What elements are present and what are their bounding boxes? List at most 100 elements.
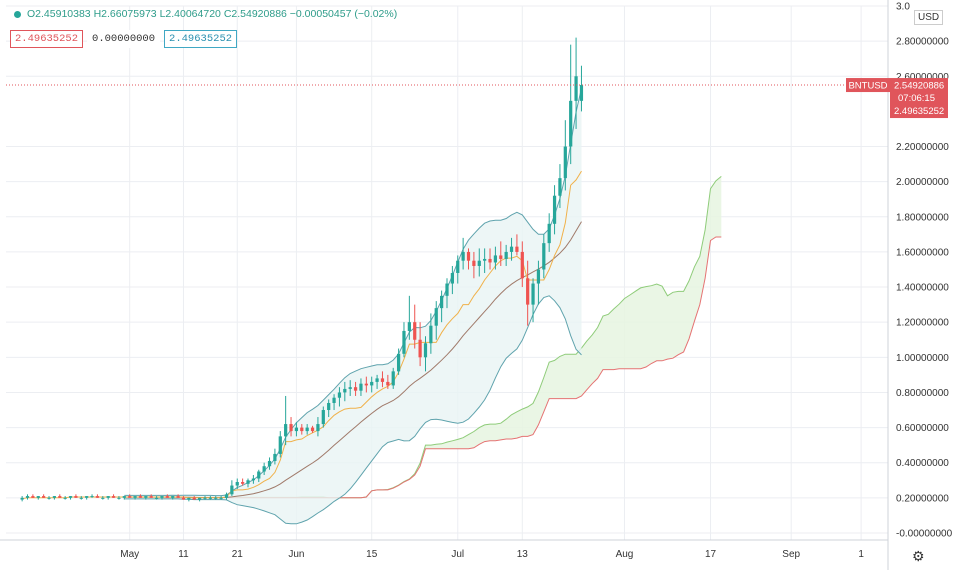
series-dot-icon	[14, 10, 21, 18]
candle-body	[42, 496, 46, 498]
candle-body	[144, 496, 148, 498]
time-tick-label: 11	[178, 549, 189, 560]
candle-body	[450, 273, 454, 284]
candle-body	[359, 383, 363, 391]
price-tick-label: 0.20000000	[896, 493, 949, 504]
candle-body	[165, 496, 169, 498]
candle-body	[154, 497, 159, 499]
candle-body	[273, 453, 277, 461]
candle-body	[128, 496, 132, 498]
price-tick-label: 1.80000000	[896, 212, 949, 223]
candle-body	[31, 496, 35, 498]
candle-body	[257, 471, 261, 479]
gear-icon[interactable]: ⚙	[912, 548, 925, 564]
candle-body	[219, 497, 223, 499]
candle-body	[477, 260, 481, 266]
bollinger-upper-line	[124, 88, 582, 497]
candle-body	[343, 388, 347, 393]
candle-body	[348, 387, 352, 389]
price-tag-value: 2.54920886	[894, 81, 944, 92]
price-tick-label: 0.80000000	[896, 388, 949, 399]
candle-body	[440, 295, 444, 309]
candle-body	[106, 496, 110, 498]
time-tick-label: 17	[705, 549, 717, 560]
legend-high: H2.66075973	[93, 8, 157, 20]
legend-change: −0.00050457 (−0.02%)	[289, 8, 398, 20]
candle-body	[160, 496, 164, 498]
indicator-value-1: 2.49635252	[10, 30, 84, 48]
ohlc-legend: O2.45910383 H2.66075973 L2.40064720 C2.5…	[8, 8, 397, 20]
candle-body	[488, 258, 492, 263]
price-tick-label: 2.00000000	[896, 177, 949, 188]
candle-body	[52, 496, 57, 498]
candle-body	[461, 251, 465, 261]
time-tick-label: Sep	[782, 549, 800, 560]
candle-body	[456, 260, 460, 273]
candle-body	[68, 496, 73, 498]
legend-open: O2.45910383	[27, 8, 91, 20]
candle-body	[337, 392, 342, 398]
candle-body	[504, 251, 508, 259]
time-tick-label: May	[120, 549, 139, 560]
tenkan-line	[22, 170, 582, 500]
candle-body	[47, 497, 51, 499]
price-tick-label: 2.20000000	[896, 142, 949, 153]
candle-body	[407, 322, 411, 331]
candle-body	[520, 251, 524, 279]
candle-body	[133, 496, 137, 498]
indicator-values: 2.49635252 0.00000000 2.49635252	[10, 30, 238, 48]
ichimoku-cloud	[162, 176, 722, 499]
candle-body	[294, 427, 299, 432]
candle-body	[305, 427, 309, 432]
candle-body	[466, 251, 471, 261]
time-tick-label: 13	[517, 549, 529, 560]
candle-body	[20, 497, 24, 500]
candle-body	[149, 496, 153, 498]
candle-body	[402, 330, 406, 354]
price-tag-indicator: 2.49635252	[894, 106, 944, 117]
candle-body	[241, 482, 245, 484]
candle-body	[472, 260, 476, 266]
candle-body	[208, 497, 212, 499]
candle-body	[370, 381, 374, 386]
candle-body	[552, 195, 557, 224]
candle-body	[547, 223, 551, 244]
candle-body	[95, 496, 100, 498]
candle-body	[300, 427, 304, 432]
candle-body	[380, 378, 385, 382]
time-tick-label: 21	[232, 549, 244, 560]
candle-body	[235, 482, 239, 486]
candle-body	[122, 496, 126, 498]
time-tick-label: 1	[858, 549, 864, 560]
currency-button[interactable]: USD	[914, 10, 944, 25]
candle-body	[563, 146, 567, 179]
candle-body	[509, 246, 514, 252]
candle-body	[310, 427, 315, 432]
time-tick-label: 15	[366, 549, 378, 560]
candle-body	[396, 353, 401, 372]
candle-body	[25, 496, 30, 498]
time-tick-label: Jul	[451, 549, 464, 560]
candle-body	[579, 85, 584, 101]
bollinger-lower-line	[124, 295, 582, 525]
price-tag-countdown: 07:06:15	[898, 93, 935, 104]
candle-body	[171, 496, 175, 498]
legend-close: C2.54920886	[223, 8, 287, 20]
candle-body	[79, 497, 83, 499]
candle-body	[423, 343, 428, 358]
candle-body	[36, 496, 40, 498]
candle-body	[214, 497, 218, 499]
candle-body	[332, 397, 336, 403]
candle-body	[499, 255, 503, 259]
candle-body	[138, 496, 143, 498]
candle-body	[418, 339, 422, 358]
bollinger-fill	[124, 88, 582, 524]
price-tick-label: 1.40000000	[896, 283, 949, 294]
candle-body	[429, 325, 433, 344]
candle-body	[101, 497, 105, 499]
candle-body	[493, 255, 498, 263]
candle-body	[246, 480, 250, 484]
candle-body	[569, 100, 573, 147]
